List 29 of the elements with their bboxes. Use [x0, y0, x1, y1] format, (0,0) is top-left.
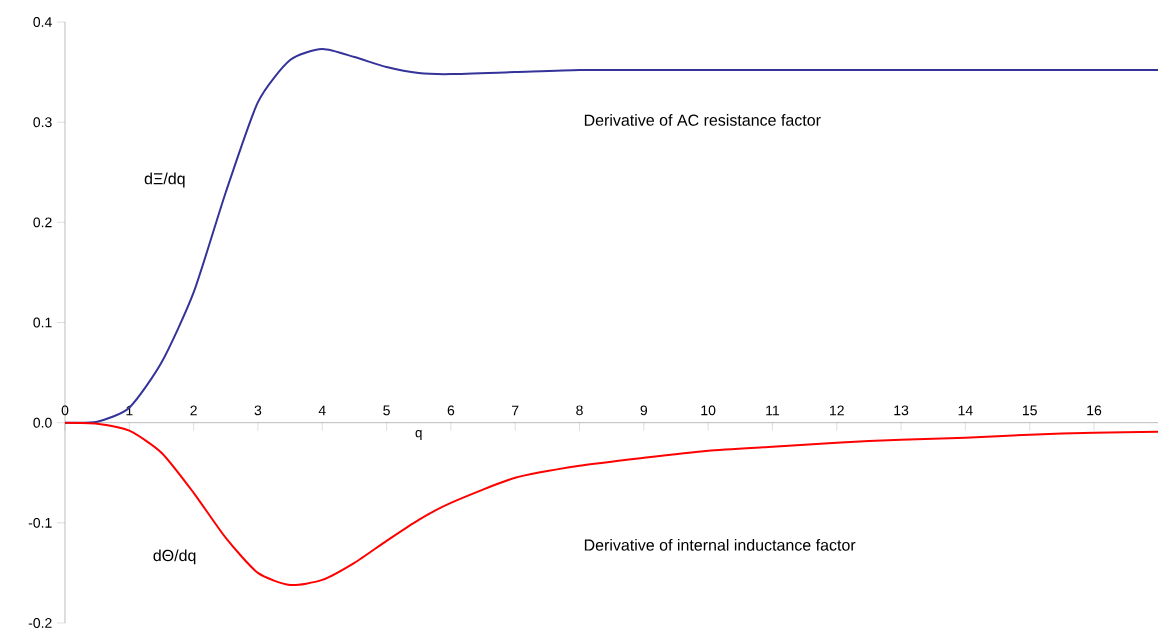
y-tick-label: -0.1: [28, 517, 52, 528]
x-tick-label: 7: [512, 405, 519, 416]
annotation: dΞ/dq: [144, 172, 185, 188]
x-tick-label: 6: [447, 405, 455, 416]
x-tick-label: 4: [318, 405, 326, 416]
x-tick-label: 14: [958, 405, 973, 416]
x-tick-label: 3: [254, 405, 262, 416]
x-tick-label: 9: [640, 405, 648, 416]
x-axis-title: q: [415, 430, 422, 440]
x-tick-label: 15: [1022, 405, 1037, 416]
x-tick-label: 5: [383, 405, 390, 416]
line-series: [64, 421, 1158, 586]
x-tick-label: 12: [830, 405, 844, 416]
x-tick-label: 8: [576, 405, 583, 416]
y-tick-label: 0.1: [33, 317, 52, 328]
x-tick-label: 13: [894, 405, 909, 416]
x-tick-label: 0: [61, 405, 69, 416]
y-tick-label: 0.4: [33, 17, 52, 27]
y-tick-label: -0.2: [28, 618, 52, 628]
y-tick-label: 0.2: [33, 217, 52, 228]
x-tick-label: 10: [701, 405, 716, 416]
y-tick-label: 0.3: [33, 117, 52, 128]
x-tick-label: 11: [766, 405, 780, 416]
annotation: Derivative of AC resistance factor: [584, 114, 821, 126]
x-tick-label: 16: [1087, 405, 1102, 416]
annotation: dΘ/dq: [153, 549, 196, 565]
annotation: Derivative of internal inductance factor: [584, 539, 856, 551]
y-tick-label: 0.0: [33, 417, 52, 428]
x-tick-label: 2: [190, 405, 197, 416]
